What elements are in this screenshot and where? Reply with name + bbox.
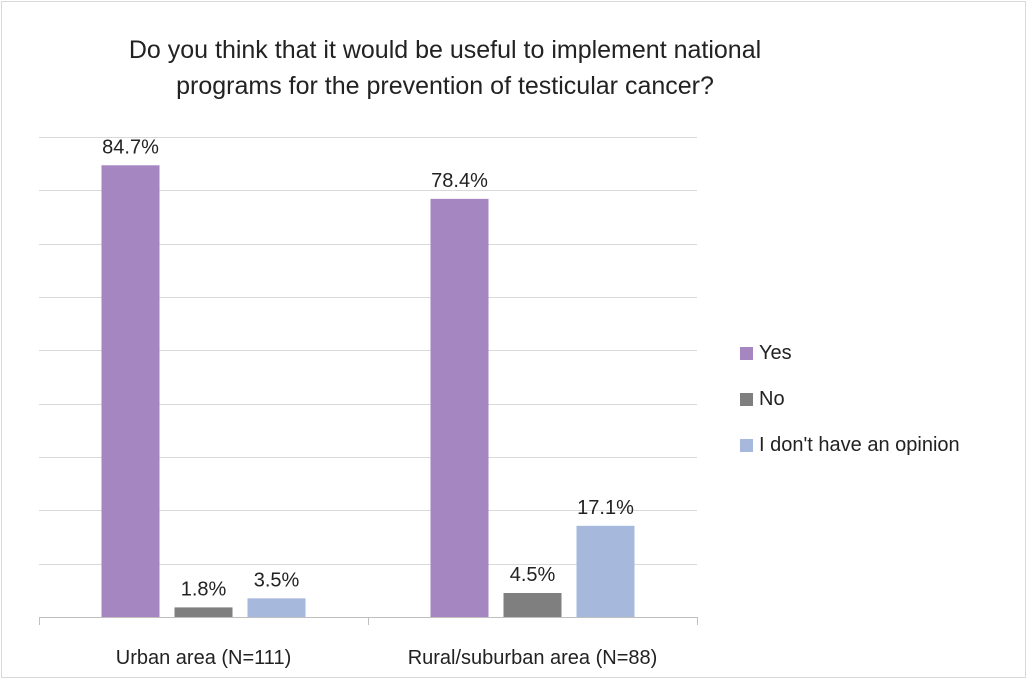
- legend-label-no-opinion: I don't have an opinion: [759, 433, 960, 456]
- legend-label-yes: Yes: [759, 341, 792, 364]
- legend-swatch-no-opinion: [740, 438, 753, 452]
- data-label: 4.5%: [510, 564, 556, 586]
- data-label: 78.4%: [431, 170, 488, 192]
- legend-item-no: No: [740, 383, 960, 415]
- legend-item-yes: Yes: [740, 337, 960, 369]
- legend-swatch-no: [740, 392, 753, 406]
- bar: [101, 165, 160, 617]
- bar: [503, 593, 562, 617]
- data-label: 1.8%: [181, 578, 227, 600]
- legend-item-no-opinion: I don't have an opinion: [740, 429, 960, 461]
- data-label: 17.1%: [577, 497, 634, 519]
- legend-label-no: No: [759, 387, 785, 410]
- legend: Yes No I don't have an opinion: [740, 337, 960, 475]
- bar: [430, 198, 489, 617]
- chart-title-line-1: Do you think that it would be useful to …: [128, 36, 762, 64]
- chart-title-line-2: programs for the prevention of testicula…: [176, 72, 714, 100]
- legend-swatch-yes: [740, 346, 753, 360]
- chart-title: Do you think that it would be useful to …: [0, 32, 890, 104]
- bar: [247, 598, 306, 617]
- x-tick-label: Rural/suburban area (N=88): [408, 647, 658, 669]
- bar: [174, 607, 233, 617]
- data-label: 3.5%: [254, 569, 300, 591]
- bar: [576, 525, 635, 617]
- x-tick-label: Urban area (N=111): [116, 647, 291, 669]
- data-label: 84.7%: [102, 136, 159, 158]
